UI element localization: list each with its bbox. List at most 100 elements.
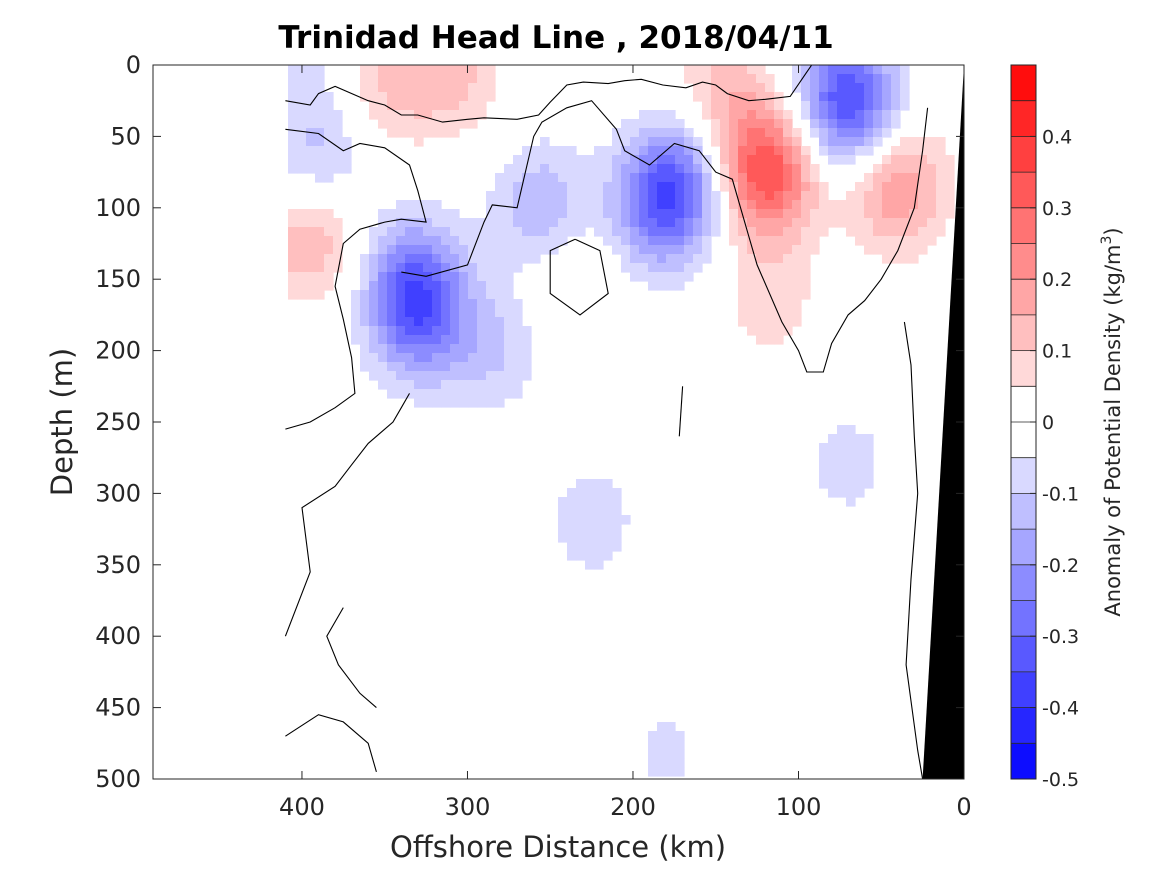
anomaly-cell — [414, 281, 424, 291]
colorbar-block — [1011, 529, 1036, 566]
anomaly-cell — [468, 362, 478, 372]
anomaly-cell — [306, 146, 316, 156]
anomaly-cell — [396, 65, 406, 75]
colorbar-block — [1011, 743, 1036, 780]
anomaly-cell — [432, 245, 442, 255]
anomaly-cell — [486, 398, 496, 408]
anomaly-cell — [486, 290, 496, 300]
anomaly-cell — [657, 155, 667, 165]
anomaly-cell — [486, 317, 496, 327]
anomaly-cell — [423, 317, 433, 327]
anomaly-cell — [684, 236, 694, 246]
anomaly-cell — [558, 227, 568, 237]
anomaly-cell — [747, 308, 757, 318]
anomaly-cell — [855, 209, 865, 219]
anomaly-cell — [315, 254, 325, 264]
anomaly-cell — [855, 137, 865, 147]
anomaly-cell — [378, 317, 388, 327]
anomaly-cell — [702, 101, 712, 111]
anomaly-cell — [324, 218, 334, 228]
anomaly-cell — [504, 209, 514, 219]
anomaly-cell — [423, 263, 433, 273]
anomaly-cell — [423, 110, 433, 120]
anomaly-cell — [693, 191, 703, 201]
anomaly-cell — [909, 146, 919, 156]
anomaly-cell — [945, 209, 955, 219]
anomaly-cell — [918, 164, 928, 174]
anomaly-cell — [702, 83, 712, 93]
anomaly-cell — [711, 227, 721, 237]
anomaly-cell — [495, 398, 505, 408]
anomaly-cell — [747, 155, 757, 165]
anomaly-cell — [396, 272, 406, 282]
anomaly-cell — [675, 749, 685, 759]
anomaly-cell — [441, 254, 451, 264]
anomaly-cell — [927, 173, 937, 183]
anomaly-cell — [450, 344, 460, 354]
anomaly-cell — [477, 245, 487, 255]
anomaly-cell — [846, 128, 856, 138]
anomaly-cell — [360, 317, 370, 327]
anomaly-cell — [765, 146, 775, 156]
anomaly-cell — [522, 155, 532, 165]
anomaly-cell — [585, 164, 595, 174]
anomaly-cell — [774, 308, 784, 318]
anomaly-cell — [675, 272, 685, 282]
anomaly-cell — [711, 218, 721, 228]
anomaly-cell — [783, 227, 793, 237]
anomaly-cell — [639, 236, 649, 246]
anomaly-cell — [522, 362, 532, 372]
anomaly-cell — [297, 218, 307, 228]
y-tick-label: 150 — [95, 265, 141, 293]
anomaly-cell — [774, 137, 784, 147]
anomaly-cell — [639, 254, 649, 264]
anomaly-cell — [369, 254, 379, 264]
anomaly-cell — [576, 227, 586, 237]
anomaly-cell — [486, 83, 496, 93]
anomaly-cell — [468, 308, 478, 318]
anomaly-cell — [513, 371, 523, 381]
anomaly-cell — [756, 272, 766, 282]
anomaly-cell — [522, 173, 532, 183]
colorbar-block — [1011, 707, 1036, 744]
anomaly-cell — [405, 254, 415, 264]
anomaly-cell — [666, 281, 676, 291]
anomaly-cell — [297, 227, 307, 237]
anomaly-cell — [369, 326, 379, 336]
anomaly-cell — [387, 344, 397, 354]
anomaly-cell — [405, 101, 415, 111]
anomaly-cell — [504, 173, 514, 183]
anomaly-cell — [450, 272, 460, 282]
anomaly-cell — [747, 299, 757, 309]
anomaly-cell — [297, 290, 307, 300]
anomaly-cell — [666, 191, 676, 201]
anomaly-cell — [675, 767, 685, 777]
anomaly-cell — [306, 110, 316, 120]
anomaly-cell — [657, 758, 667, 768]
anomaly-cell — [675, 227, 685, 237]
anomaly-cell — [729, 92, 739, 102]
anomaly-cell — [441, 101, 451, 111]
anomaly-cell — [666, 740, 676, 750]
anomaly-cell — [423, 245, 433, 255]
anomaly-cell — [720, 146, 730, 156]
anomaly-cell — [369, 263, 379, 273]
anomaly-cell — [684, 227, 694, 237]
anomaly-cell — [774, 290, 784, 300]
anomaly-cell — [504, 362, 514, 372]
colorbar-block — [1011, 493, 1036, 530]
anomaly-cell — [900, 200, 910, 210]
anomaly-cell — [450, 380, 460, 390]
anomaly-cell — [783, 263, 793, 273]
anomaly-cell — [414, 65, 424, 75]
anomaly-cell — [783, 200, 793, 210]
anomaly-cell — [414, 227, 424, 237]
anomaly-cell — [918, 227, 928, 237]
anomaly-cell — [891, 254, 901, 264]
anomaly-cell — [927, 164, 937, 174]
anomaly-cell — [756, 155, 766, 165]
anomaly-cell — [576, 524, 586, 534]
anomaly-cell — [909, 137, 919, 147]
anomaly-cell — [801, 209, 811, 219]
anomaly-cell — [918, 218, 928, 228]
